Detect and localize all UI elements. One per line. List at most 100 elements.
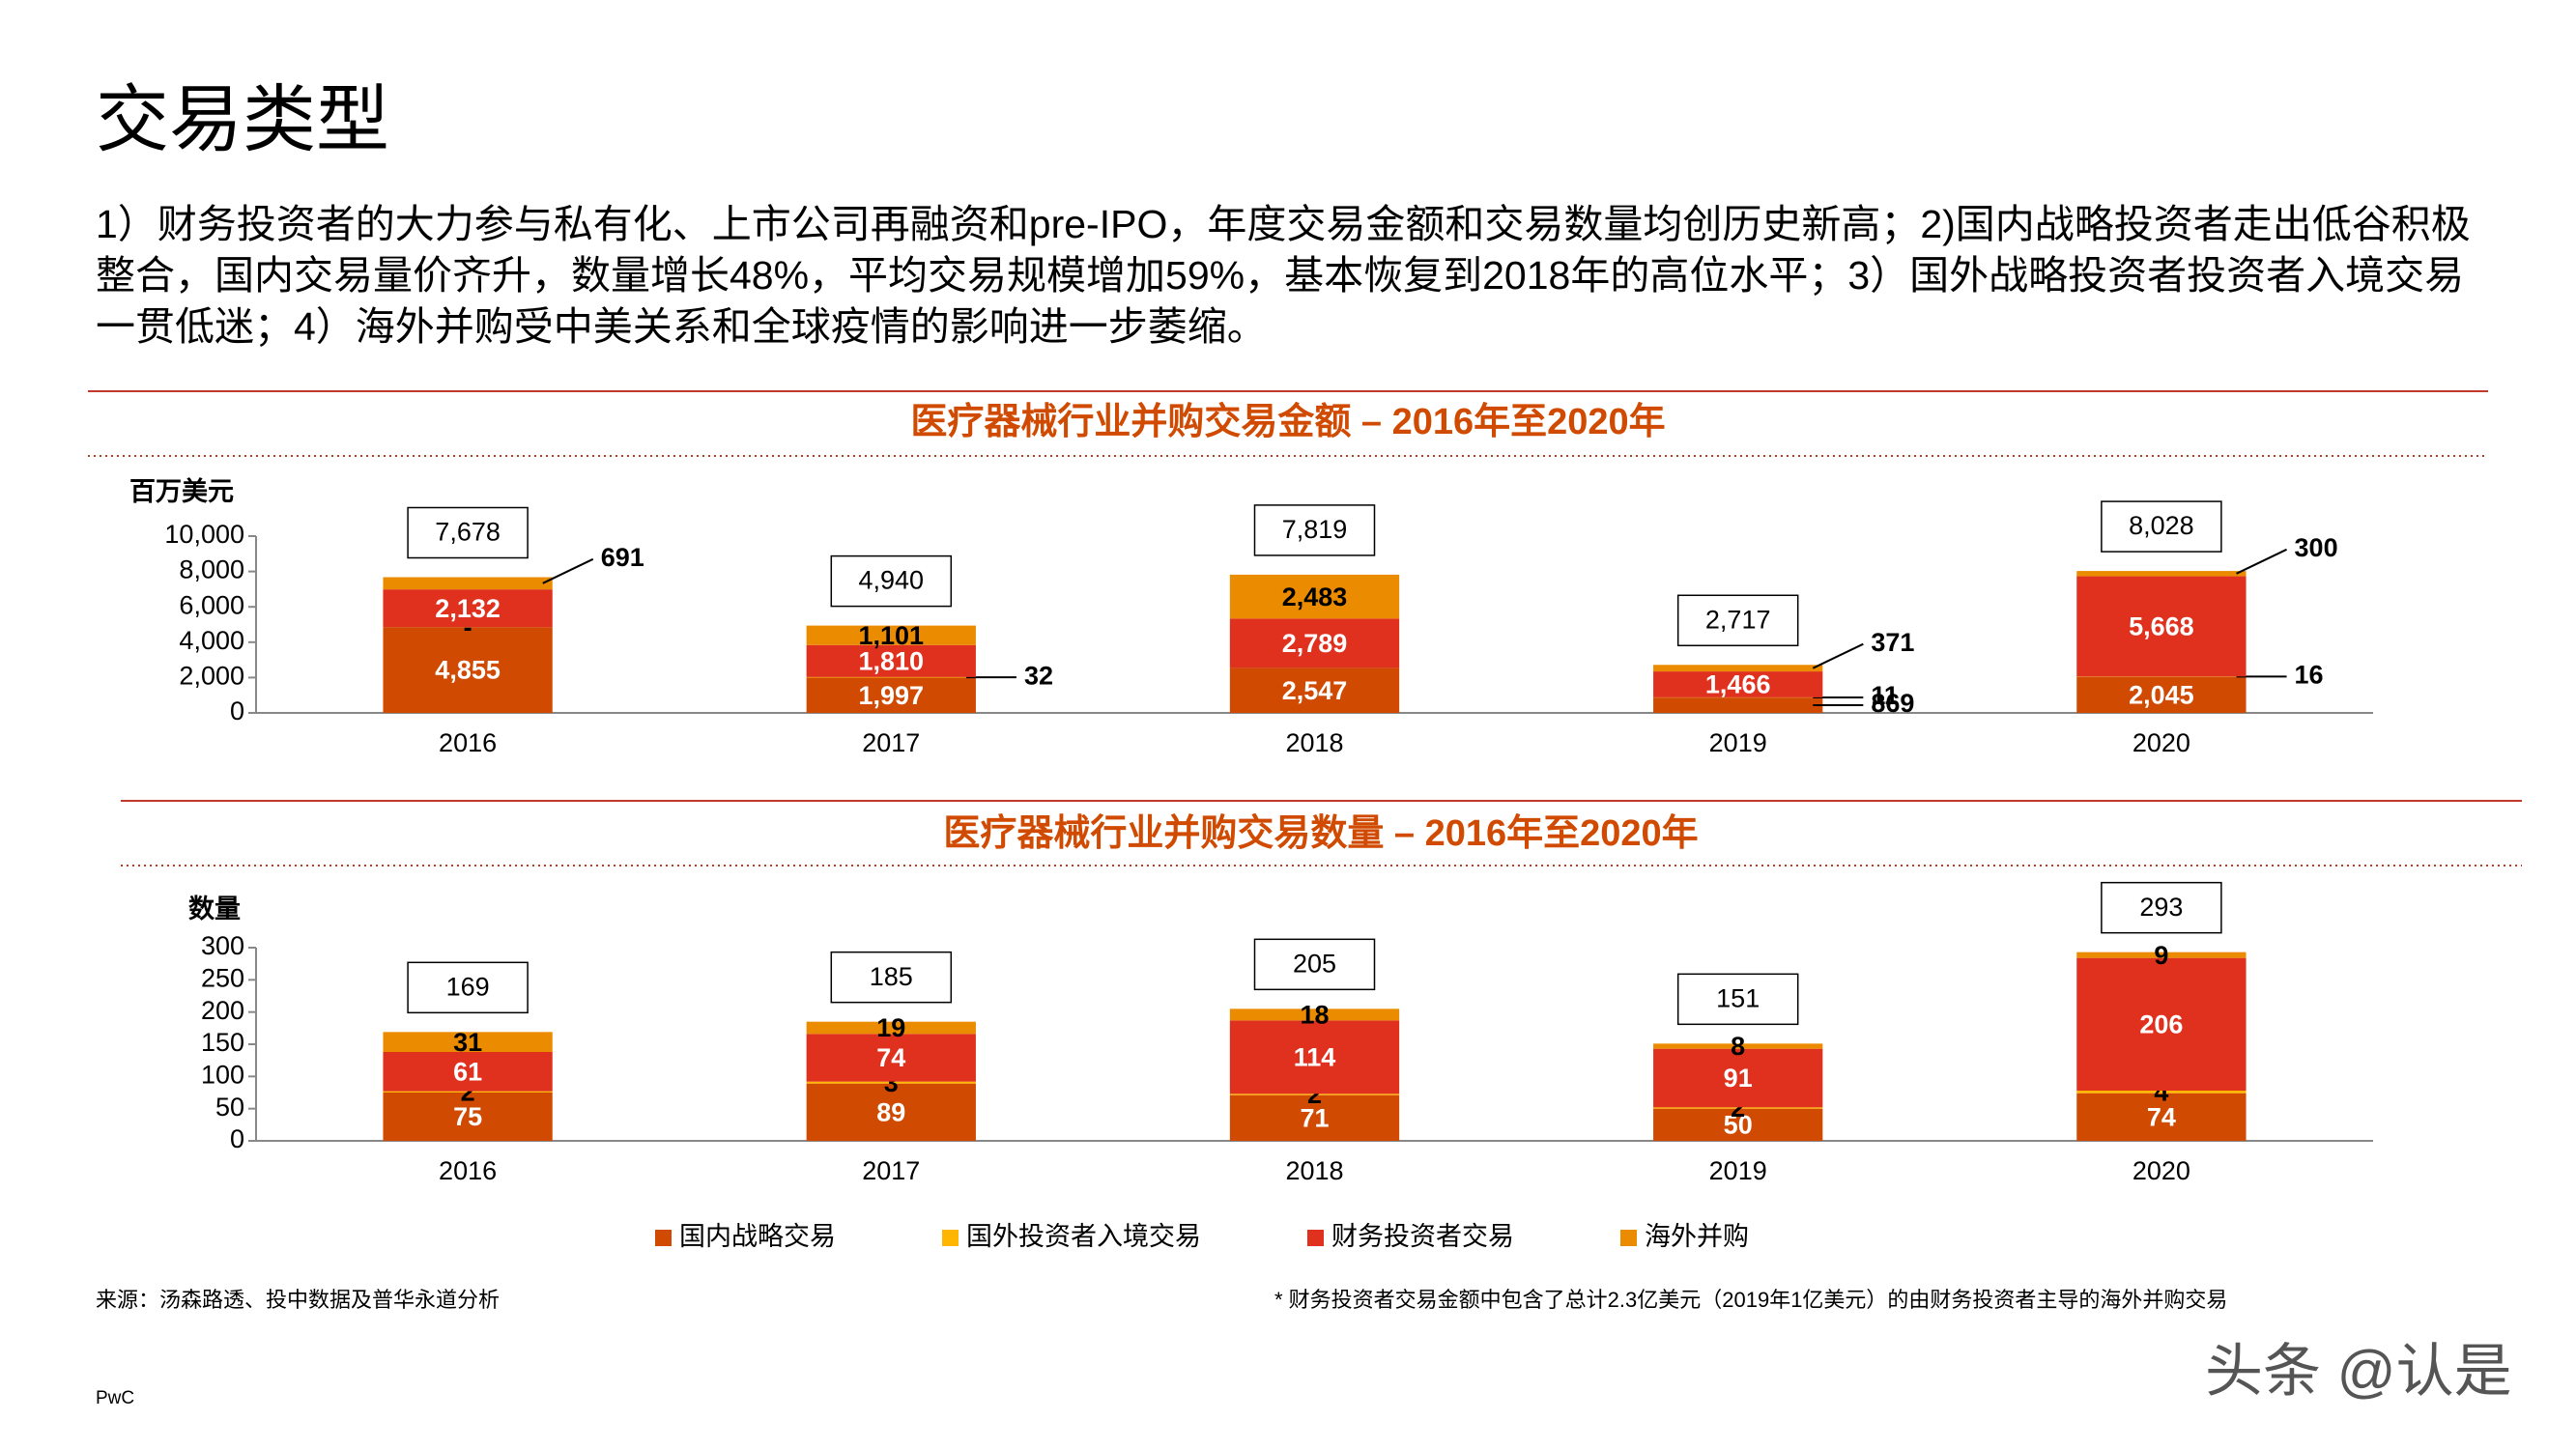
value-label: 19 <box>876 1013 905 1042</box>
page-title: 交易类型 <box>96 80 389 161</box>
value-label: 89 <box>876 1097 905 1126</box>
value-label: 32 <box>1024 661 1053 690</box>
chart-title: 医疗器械行业并购交易金额 – 2016年至2020年 <box>910 401 1665 442</box>
callout-line <box>1812 642 1864 669</box>
total-box <box>1676 973 1799 1026</box>
bar-segment <box>806 1021 976 1035</box>
value-label: 11 <box>1871 681 1899 710</box>
value-label: 691 <box>601 543 644 572</box>
bar-segment <box>383 589 553 628</box>
y-tick-label: 10,000 <box>164 520 244 549</box>
legend-label: 海外并购 <box>1645 1222 1749 1251</box>
y-tick-label: 50 <box>215 1093 244 1122</box>
total-box <box>407 506 529 559</box>
value-label: - <box>464 612 472 641</box>
bar-segment <box>806 677 976 713</box>
value-label: 1,101 <box>859 621 925 650</box>
total-box <box>1253 938 1376 991</box>
total-box <box>830 951 953 1004</box>
bar-segment <box>383 1032 553 1052</box>
bar-segment <box>806 676 976 678</box>
value-label: 2,547 <box>1282 676 1348 705</box>
total-label: 2,717 <box>1705 605 1771 634</box>
bar-segment <box>2076 571 2247 577</box>
bar-segment <box>1229 574 1400 619</box>
bar-segment <box>1653 671 1823 697</box>
watermark: 头条 @认是 <box>2205 1339 2512 1404</box>
legend-label: 财务投资者交易 <box>1331 1222 1514 1251</box>
x-tick-label: 2017 <box>862 1156 920 1185</box>
value-label: 206 <box>2139 1009 2183 1038</box>
bar-segment <box>383 1093 553 1141</box>
legend-label: 国内战略交易 <box>679 1222 836 1251</box>
y-tick-label: 150 <box>201 1028 244 1057</box>
y-tick-label: 8,000 <box>179 555 244 584</box>
total-label: 185 <box>870 962 913 991</box>
value-label: 8 <box>1731 1032 1745 1061</box>
value-label: 2,132 <box>435 594 501 623</box>
bar-segment <box>1653 1108 1823 1141</box>
value-label: 2,789 <box>1282 629 1348 658</box>
bar-segment <box>806 644 976 677</box>
bar-segment <box>2076 676 2247 713</box>
value-label: 1,810 <box>859 646 925 675</box>
bar-segment <box>1653 1048 1823 1108</box>
total-label: 4,940 <box>859 566 925 595</box>
value-label: 75 <box>453 1102 482 1131</box>
total-label: 7,678 <box>435 518 501 547</box>
bar-segment <box>806 1034 976 1082</box>
y-tick-label: 200 <box>201 996 244 1025</box>
legend-swatch <box>1307 1230 1324 1246</box>
x-tick-label: 2018 <box>1285 728 1343 757</box>
bar-segment <box>1229 1020 1400 1094</box>
value-label: 61 <box>453 1057 482 1086</box>
bar-segment <box>2076 952 2247 958</box>
x-tick-label: 2019 <box>1709 728 1767 757</box>
y-axis-label: 数量 <box>188 895 241 923</box>
bar-segment <box>806 1081 976 1084</box>
y-tick-label: 250 <box>201 963 244 992</box>
total-box <box>2101 881 2222 934</box>
footnote: * 财务投资者交易金额中包含了总计2.3亿美元（2019年1亿美元）的由财务投资… <box>1274 1288 2227 1312</box>
value-label: 114 <box>1294 1042 1336 1071</box>
summary: 1）财务投资者的大力参与私有化、上市公司再融资和pre-IPO，年度交易金额和交… <box>96 202 2471 349</box>
value-label: 869 <box>1871 689 1914 718</box>
bar-segment <box>1653 665 1823 672</box>
legend-swatch <box>942 1230 959 1246</box>
x-tick-label: 2017 <box>862 728 920 757</box>
value-label: 50 <box>1724 1110 1753 1139</box>
bar-segment <box>1229 618 1400 668</box>
brand: PwC <box>96 1388 134 1408</box>
total-label: 8,028 <box>2129 511 2194 540</box>
bar-segment <box>2076 1093 2247 1141</box>
value-label: 1,466 <box>1705 670 1771 699</box>
total-box <box>2101 500 2222 553</box>
bar-segment <box>806 625 976 645</box>
bar-segment <box>2076 1091 2247 1094</box>
total-label: 293 <box>2139 893 2183 922</box>
legend-label: 国外投资者入境交易 <box>966 1222 1201 1251</box>
bar-segment <box>1229 1009 1400 1021</box>
callout-line <box>2236 548 2287 575</box>
bar-segment <box>1229 668 1400 713</box>
value-label: 71 <box>1300 1103 1329 1132</box>
y-tick-label: 300 <box>201 931 244 960</box>
total-box <box>1253 504 1376 556</box>
value-label: 5,668 <box>2129 612 2194 641</box>
value-label: 4,855 <box>435 656 501 685</box>
bar-segment <box>1653 1043 1823 1049</box>
value-label: 91 <box>1724 1064 1753 1093</box>
y-tick-label: 100 <box>201 1060 244 1089</box>
total-label: 7,819 <box>1282 515 1348 544</box>
legend-swatch <box>1620 1230 1637 1246</box>
value-label: 2,045 <box>2129 680 2194 709</box>
legend-swatch <box>655 1230 672 1246</box>
value-label: 18 <box>1300 1000 1329 1029</box>
value-label: 1,997 <box>859 681 925 710</box>
callout-line <box>542 557 594 584</box>
bar-segment <box>1229 1094 1400 1141</box>
bar-segment <box>383 1052 553 1092</box>
value-label: 300 <box>2295 533 2338 562</box>
total-box <box>407 961 529 1014</box>
